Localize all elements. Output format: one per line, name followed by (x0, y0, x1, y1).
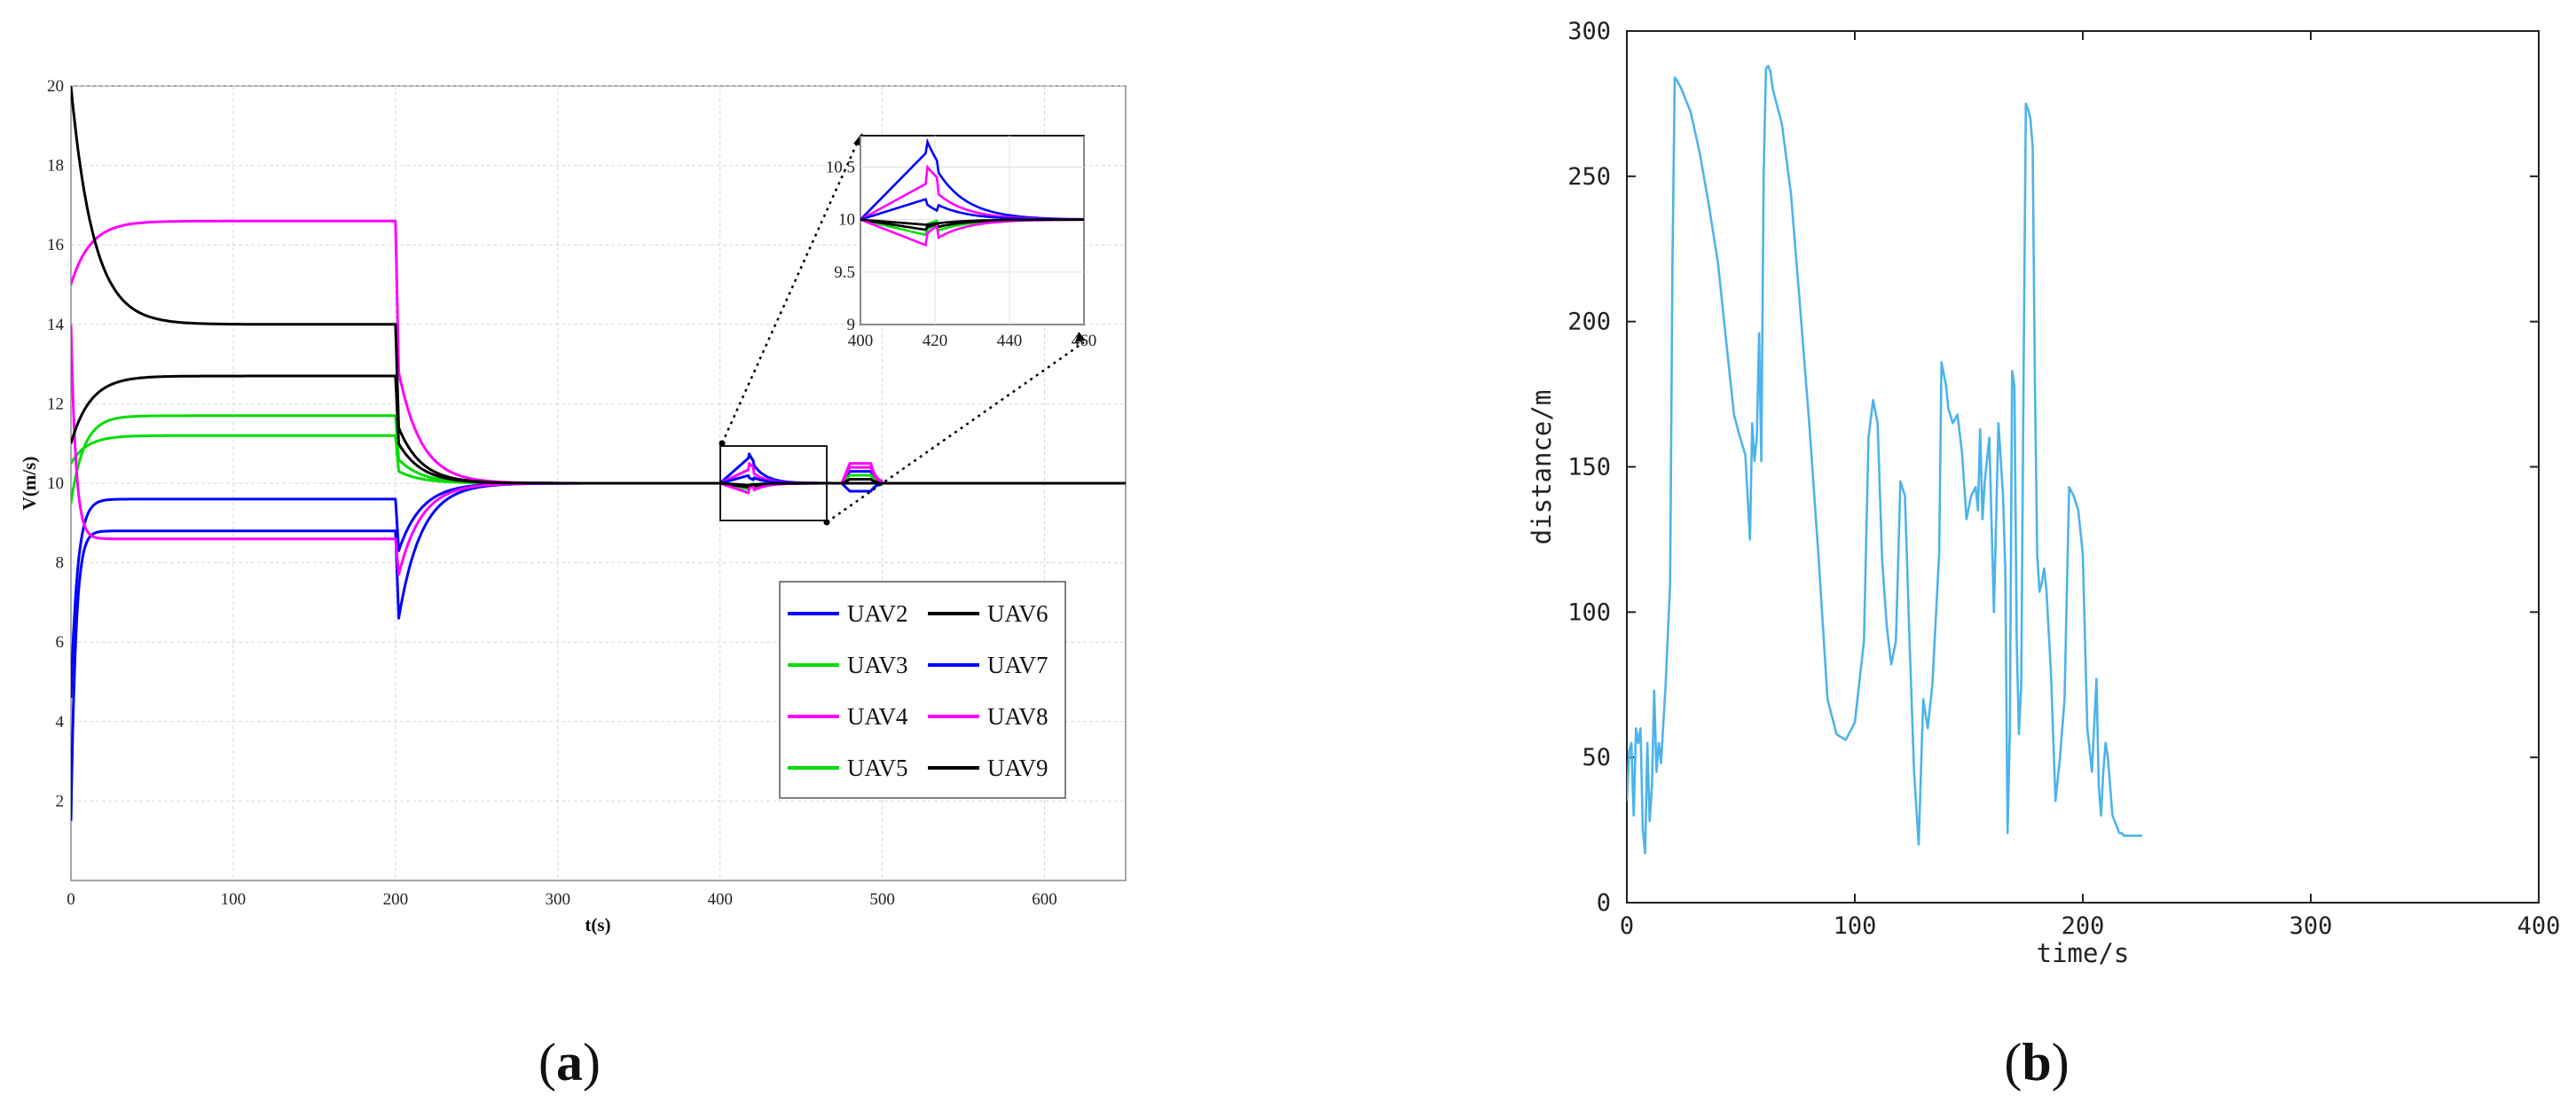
legend-label-uav4: UAV4 (847, 703, 908, 730)
inset-x-tick-label: 420 (923, 332, 948, 350)
chart-a-x-tick-label: 300 (546, 890, 571, 909)
panel-label-b: (b) (2004, 1033, 2069, 1092)
zoom-region-box (719, 445, 828, 521)
legend-label-uav6: UAV6 (987, 600, 1048, 627)
chart-b-y-tick-label: 250 (1567, 163, 1611, 191)
chart-b: 0 100 200 300 400 0 50 100 150 200 250 300 time/s d… (1527, 18, 2560, 1092)
series-line-distance (1627, 65, 2142, 855)
chart-a-legend: UAV2 UAV3 UAV4 UAV5 UAV6 UAV7 UAV8 UAV9 (779, 581, 1066, 799)
chart-a-ticks: 0 100 200 300 400 500 600 2 4 6 8 10 12 14 16 18 20 (47, 77, 1057, 909)
legend-label-uav9: UAV9 (987, 755, 1048, 781)
chart-a-x-tick-label: 200 (383, 890, 409, 909)
inset-series-group (860, 137, 1084, 247)
chart-a-y-axis-label: V(m/s) (19, 457, 40, 511)
chart-b-y-tick-label: 0 (1597, 889, 1611, 917)
legend-label-uav3: UAV3 (847, 652, 908, 678)
chart-a-y-tick-label: 12 (47, 395, 64, 413)
inset-x-tick-label: 400 (848, 332, 874, 350)
chart-b-x-tick-label: 300 (2289, 912, 2333, 940)
chart-b-x-tick-label: 400 (2517, 912, 2561, 940)
chart-a-x-tick-label: 500 (869, 890, 895, 909)
chart-b-x-axis-label: time/s (2037, 938, 2130, 968)
chart-a-x-tick-label: 400 (707, 890, 733, 909)
chart-a-y-tick-label: 4 (56, 713, 65, 732)
chart-b-plot-area (1626, 30, 2540, 904)
chart-b-x-tick-label: 0 (1620, 912, 1634, 940)
panel-label-b-text: b (2022, 1033, 2051, 1092)
chart-a: 0 100 200 300 400 500 600 2 4 6 8 10 12 14 16 18 20 t(s)… (19, 77, 1127, 1092)
chart-a-y-tick-label: 8 (56, 554, 65, 573)
zoom-connector-dot (823, 519, 830, 526)
panel-label-a-text: a (556, 1033, 583, 1092)
zoom-connector-line (826, 340, 1085, 524)
inset-ticks: 400 420 440 460 9 9.5 10 10.5 (826, 159, 1097, 351)
zoom-connector-dot (719, 440, 726, 447)
chart-a-y-tick-label: 2 (56, 792, 65, 810)
chart-a-x-axis-label: t(s) (585, 914, 610, 935)
chart-b-ticks: 0 100 200 300 400 0 50 100 150 200 250 300 (1567, 18, 2560, 940)
legend-label-uav8: UAV8 (987, 703, 1048, 730)
chart-b-y-tick-label: 100 (1567, 599, 1611, 626)
inset-y-tick-label: 10 (838, 211, 855, 230)
inset-y-tick-label: 9.5 (834, 263, 855, 282)
inset-y-tick-label: 9 (847, 316, 856, 334)
chart-a-x-tick-label: 100 (221, 890, 247, 909)
legend-box (779, 581, 1066, 799)
series-line-uav9 (71, 374, 1126, 487)
chart-a-y-tick-label: 14 (47, 316, 65, 334)
chart-a-y-tick-label: 18 (47, 157, 64, 176)
chart-b-series-group (1627, 65, 2142, 855)
legend-label-uav2: UAV2 (847, 600, 908, 627)
inset-plot-area (860, 135, 1085, 325)
inset-x-tick-label: 440 (997, 332, 1023, 350)
chart-b-y-tick-label: 50 (1582, 744, 1611, 771)
chart-a-y-tick-label: 6 (56, 633, 65, 652)
legend-label-uav5: UAV5 (847, 755, 908, 781)
inset-y-tick-label: 10.5 (826, 159, 855, 177)
chart-b-y-tick-label: 300 (1567, 18, 1611, 45)
chart-a-y-tick-label: 20 (47, 77, 64, 96)
chart-a-y-tick-label: 10 (47, 474, 64, 493)
chart-a-x-tick-label: 600 (1032, 890, 1057, 909)
chart-b-y-axis-label: distance/m (1527, 390, 1557, 545)
chart-a-inset: 400 420 440 460 9 9.5 10 10.5 (826, 135, 1097, 351)
chart-a-y-tick-label: 16 (47, 236, 64, 254)
inset-series-line-uav9 (860, 218, 1084, 226)
chart-b-x-tick-label: 200 (2062, 912, 2105, 940)
chart-a-series-group (71, 86, 1126, 821)
chart-b-y-tick-label: 200 (1567, 309, 1611, 336)
panel-label-a: (a) (538, 1033, 601, 1092)
chart-b-y-tick-label: 150 (1567, 454, 1611, 481)
inset-x-tick-label: 460 (1072, 332, 1097, 350)
legend-label-uav7: UAV7 (987, 652, 1048, 678)
zoom-arrowhead (1075, 332, 1086, 342)
chart-a-x-tick-label: 0 (67, 890, 75, 909)
chart-b-x-tick-label: 100 (1834, 912, 1877, 940)
